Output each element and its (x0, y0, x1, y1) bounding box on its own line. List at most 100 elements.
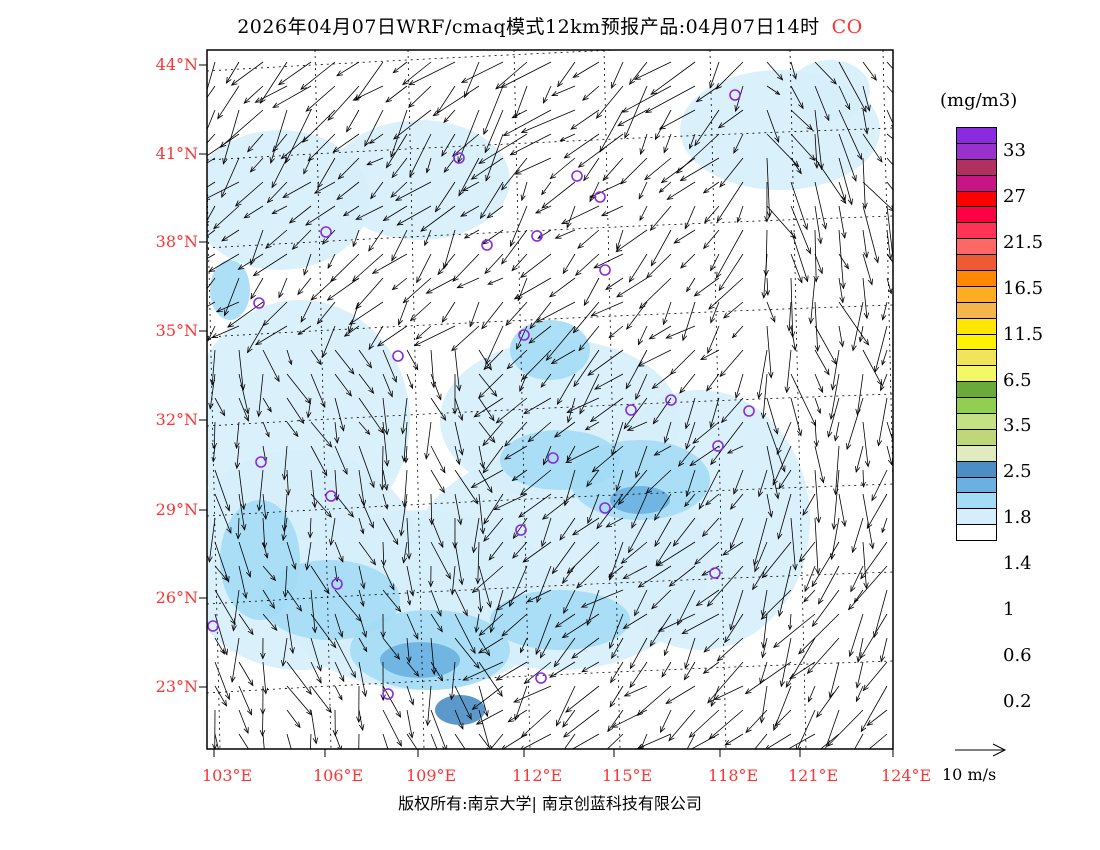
wind-arrow (478, 589, 482, 612)
wind-arrow (814, 373, 824, 393)
wind-arrow (596, 493, 624, 529)
wind-arrow (262, 493, 267, 520)
wind-arrow (814, 253, 823, 274)
wind-arrow (471, 469, 504, 488)
wind-arrow (668, 709, 696, 741)
colorbar-label: 1 (1003, 599, 1015, 620)
wind-arrow (353, 85, 384, 101)
wind-arrow (762, 589, 768, 617)
wind-arrow (827, 709, 864, 747)
wind-arrow (286, 373, 311, 404)
wind-arrow (559, 517, 576, 541)
wind-arrow (631, 493, 648, 529)
wind-arrow (737, 205, 744, 223)
wind-arrow (586, 469, 600, 487)
wind-arrow (814, 517, 819, 574)
wind-arrow (406, 709, 413, 738)
wind-arrow (520, 637, 528, 653)
wind-arrow (382, 685, 401, 718)
wind-arrow (454, 733, 466, 749)
wind-arrow (623, 613, 648, 629)
wind-arrow (272, 205, 288, 214)
wind-arrow (629, 253, 648, 283)
wind-arrow (609, 613, 624, 649)
concentration-patch (490, 590, 630, 650)
wind-arrow (860, 613, 888, 659)
wind-arrow (583, 277, 600, 306)
longitude-line (789, 50, 807, 749)
colorbar-bin (957, 493, 996, 510)
wind-arrow (852, 301, 864, 351)
wind-arrow (690, 733, 720, 749)
concentration-patch (510, 320, 590, 380)
wind-arrow (207, 133, 216, 144)
wind-arrow (766, 109, 779, 143)
wind-arrow (790, 85, 804, 109)
wind-arrow (551, 349, 576, 364)
wind-arrow (243, 85, 264, 104)
station-marker (599, 502, 611, 514)
wind-arrow (214, 541, 230, 583)
wind-arrow (385, 85, 408, 103)
colorbar-bin (957, 159, 996, 176)
wind-arrow (262, 349, 280, 382)
wind-arrow (488, 541, 504, 561)
wind-arrow (721, 397, 744, 423)
wind-arrow (430, 373, 442, 400)
wind-arrow (790, 277, 794, 338)
wind-arrow (535, 613, 552, 655)
wind-arrow (886, 229, 891, 260)
wind-arrow (860, 541, 888, 579)
wind-arrow (352, 253, 384, 282)
wind-arrow (638, 325, 648, 345)
wind-arrow (576, 565, 600, 589)
station-marker (571, 170, 583, 182)
wind-arrow (310, 469, 316, 508)
wind-arrow (577, 229, 600, 249)
wind-arrow (478, 469, 493, 493)
wind-arrow (762, 373, 768, 419)
wind-arrow (820, 733, 840, 749)
wind-arrow (700, 349, 720, 360)
wind-arrow (745, 661, 792, 694)
wind-arrow (566, 205, 576, 228)
colorbar-bin (957, 239, 996, 256)
wind-arrow (686, 277, 696, 292)
wind-arrow (862, 661, 888, 691)
colorbar-label: 27 (1003, 185, 1026, 207)
wind-arrow (406, 373, 413, 389)
wind-arrow (694, 277, 720, 297)
wind-arrow (803, 589, 816, 603)
species-label: CO (831, 16, 863, 38)
station-marker (207, 620, 219, 632)
wind-arrow (506, 349, 528, 370)
wind-arrow (681, 613, 720, 634)
wind-arrow (262, 589, 275, 609)
wind-arrow (402, 61, 432, 85)
station-marker (712, 440, 724, 452)
wind-arrow (482, 421, 504, 446)
wind-arrow (878, 397, 888, 446)
colorbar-label: 1.8 (1003, 507, 1032, 529)
wind-arrow (573, 301, 600, 333)
wind-arrow (849, 613, 864, 657)
wind-arrow (358, 541, 376, 565)
wind-arrow (392, 277, 408, 290)
station-marker (325, 490, 337, 502)
colorbar-bin (957, 477, 996, 494)
wind-arrow (521, 109, 576, 133)
wind-arrow (634, 589, 648, 616)
wind-arrow (886, 133, 893, 140)
wind-arrow (659, 109, 696, 130)
wind-arrow (496, 661, 528, 681)
wind-arrow (310, 445, 328, 476)
wind-arrow (626, 301, 648, 330)
wind-arrow (213, 421, 216, 449)
wind-arrow (382, 589, 401, 612)
wind-arrow (560, 133, 576, 142)
wind-arrow (543, 445, 552, 465)
concentration-patch (610, 486, 670, 514)
wind-arrow (686, 469, 696, 497)
wind-arrow (808, 685, 816, 702)
